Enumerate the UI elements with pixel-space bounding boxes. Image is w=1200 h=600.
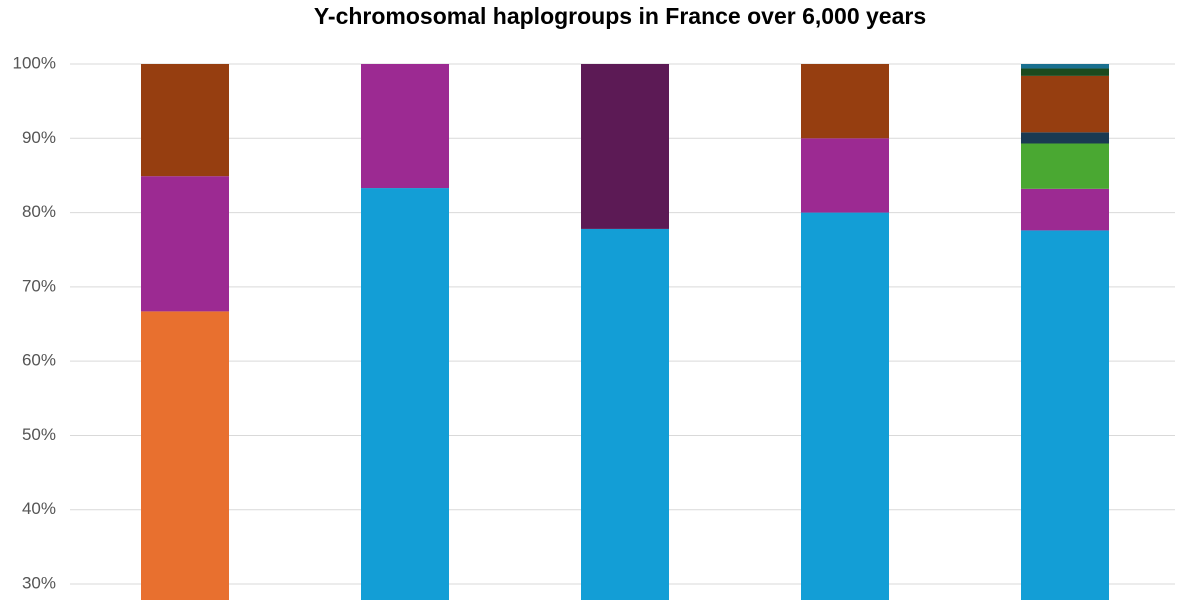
y-tick-label: 30% [22,574,56,593]
bar-segment [141,176,229,312]
y-tick-label: 60% [22,351,56,370]
bar-segment [581,64,669,229]
bar-segment [801,138,889,213]
y-tick-label: 80% [22,202,56,221]
y-tick-label: 40% [22,499,56,518]
y-tick-label: 50% [22,425,56,444]
bar-segment [1021,188,1109,231]
bar-segment [801,212,889,600]
bar-segment [1021,68,1109,76]
bar-segment [1021,230,1109,600]
bar-segment [1021,132,1109,144]
bar-segment [1021,143,1109,189]
bar-segment [1021,75,1109,133]
bar-segment [581,228,669,600]
chart-title: Y-chromosomal haplogroups in France over… [314,3,926,29]
bar-segment [801,64,889,139]
bar-segment [141,64,229,177]
bar-segment [361,188,449,600]
y-tick-label: 90% [22,128,56,147]
y-tick-label: 100% [13,53,56,72]
bar-segment [1021,64,1109,69]
y-tick-label: 70% [22,276,56,295]
bar-segment [141,311,229,600]
bar-segment [361,64,449,189]
